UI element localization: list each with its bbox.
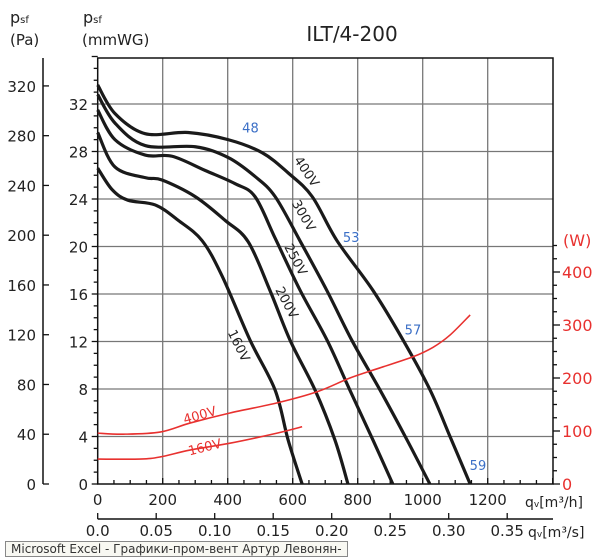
curves [96,84,472,485]
x2-tick-label: 0.20 [315,522,348,540]
pressure-curve-200v [96,131,350,485]
excel-tooltip: Microsoft Excel - Графики-пром-вент Арту… [5,541,348,557]
pa-axis-main: p [10,8,20,27]
x-tick-label: 400 [213,491,242,509]
x2-tick-label: 0.30 [432,522,465,540]
chart-title: ILT/4-200 [306,22,397,46]
power-curve-label: 400V [182,404,219,428]
mmwg-tick-label: 0 [78,476,88,494]
w-tick-label: 200 [562,369,593,388]
noise-level-label: 59 [470,459,487,474]
pressure-curve-160v [96,167,304,485]
x2-tick-label: 0.0 [86,522,110,540]
mmwg-axis-unit: (mmWG) [82,31,149,49]
power-curve-160v [97,425,303,461]
mmwg-tick-label: 8 [78,381,88,399]
x-tick-label: 1200 [469,491,507,509]
pressure-curve-250v [96,109,395,485]
pa-tick-label: 240 [7,177,36,195]
pressure-curve-label: 400V [290,154,321,190]
mmwg-axis-sub: sf [93,15,102,26]
w-tick-label: 300 [562,316,593,335]
mmwg-tick-label: 28 [69,144,88,162]
x2-tick-label: 0.35 [490,522,523,540]
pa-tick-label: 280 [7,128,36,146]
mmwg-tick-label: 32 [69,96,88,114]
w-tick-label: 0 [562,475,572,494]
x-tick-label: 200 [148,491,177,509]
mmwg-tick-label: 20 [69,239,88,257]
x-tick-label: 1000 [404,491,442,509]
w-axis-unit: (W) [563,231,591,250]
x2-tick-label: 0.05 [139,522,172,540]
mmwg-axis-title: psf [83,8,102,27]
x-tick-label: 0 [93,491,103,509]
pa-tick-label: 320 [7,78,36,96]
pa-axis-sub: sf [20,15,29,26]
pa-tick-label: 120 [7,327,36,345]
mmwg-tick-label: 16 [69,286,88,304]
x2-tick-label: 0.10 [198,522,231,540]
pa-tick-label: 40 [17,426,36,444]
noise-level-label: 48 [242,122,259,137]
w-tick-label: 100 [562,422,593,441]
pa-axis-unit: (Pa) [10,31,39,49]
mmwg-tick-label: 12 [69,334,88,352]
pa-tick-label: 160 [7,277,36,295]
x-axis-title: qv[m³/h] [525,495,583,511]
noise-level-label: 53 [343,231,360,246]
pa-tick-label: 0 [26,476,36,494]
mmwg-tick-label: 24 [69,191,88,209]
grid [96,57,554,485]
x2-tick-label: 0.25 [373,522,406,540]
x-tick-label: 800 [343,491,372,509]
power-curve-label: 160V [187,437,223,460]
plot-border [96,57,554,485]
x2-axis-title: qv[m³/s] [528,525,584,541]
pa-tick-label: 200 [7,227,36,245]
mmwg-tick-label: 4 [78,429,88,447]
pa-tick-label: 80 [17,376,36,394]
pa-axis-title: psf [10,8,29,27]
power-curve-400v [97,314,471,435]
pressure-curve-300v [96,93,432,485]
x-tick-label: 600 [278,491,307,509]
x2-tick-label: 0.15 [256,522,289,540]
mmwg-axis-main: p [83,8,93,27]
pressure-curve-400v [96,84,472,485]
w-tick-label: 400 [562,263,593,282]
noise-level-label: 57 [405,323,422,338]
